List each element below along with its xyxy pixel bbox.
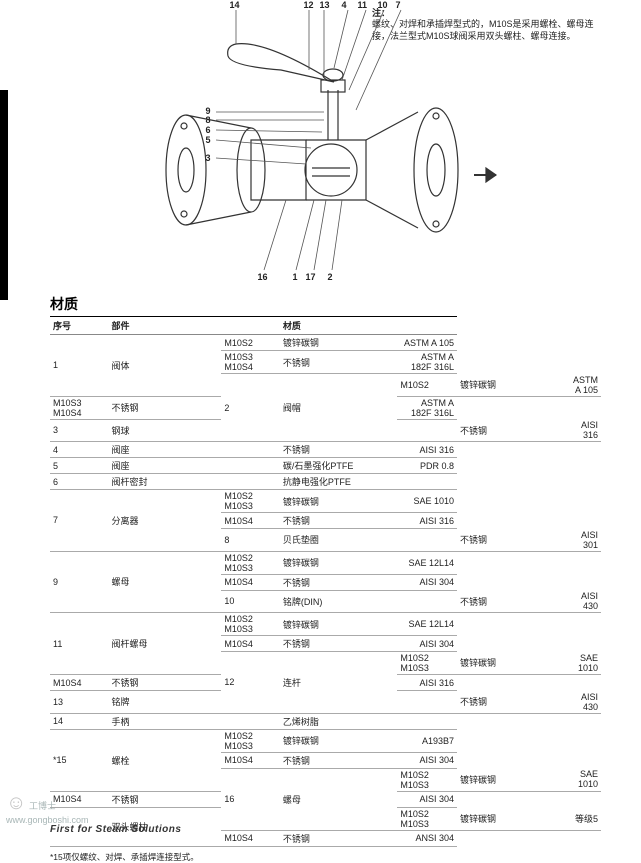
materials-table: 序号 部件 材质 1阀体M10S2镀锌碳钢ASTM A 105M10S3M10S… bbox=[50, 316, 601, 847]
valve-diagram: 14 12 13 4 11 10 7 9 8 6 5 3 16 1 17 2 bbox=[66, 0, 586, 290]
callout-3: 3 bbox=[206, 153, 211, 163]
callout-10: 10 bbox=[378, 0, 388, 10]
th-spec bbox=[397, 317, 457, 335]
callout-5: 5 bbox=[206, 135, 211, 145]
footnote: *15项仅螺纹、对焊、承插焊连接型式。 bbox=[50, 851, 601, 863]
th-seq: 序号 bbox=[50, 317, 108, 335]
table-row: *15螺栓M10S2M10S3镀锌碳钢A193B7 bbox=[50, 729, 601, 752]
table-row: 14手柄乙烯树脂 bbox=[50, 713, 601, 729]
callout-17: 17 bbox=[306, 272, 316, 282]
callout-13: 13 bbox=[320, 0, 330, 10]
watermark: ☺ 工博士 www.gongboshi.com bbox=[6, 792, 89, 825]
callout-16: 16 bbox=[258, 272, 268, 282]
table-row: 4阀座不锈钢AISI 316 bbox=[50, 442, 601, 458]
callout-4: 4 bbox=[342, 0, 347, 10]
th-part: 部件 bbox=[108, 317, 221, 335]
callout-6: 6 bbox=[206, 125, 211, 135]
table-row: 7分离器M10S2M10S3镀锌碳钢SAE 1010 bbox=[50, 490, 601, 513]
callout-8: 8 bbox=[206, 115, 211, 125]
table-row: 6阀杆密封抗静电强化PTFE bbox=[50, 474, 601, 490]
callout-1: 1 bbox=[293, 272, 298, 282]
callout-2: 2 bbox=[328, 272, 333, 282]
table-header-row: 序号 部件 材质 bbox=[50, 317, 601, 335]
callout-11: 11 bbox=[358, 0, 368, 10]
th-model bbox=[221, 317, 279, 335]
table-row: 5阀座碳/石墨强化PTFEPDR 0.8 bbox=[50, 458, 601, 474]
table-row: 1阀体M10S2镀锌碳钢ASTM A 105 bbox=[50, 335, 601, 351]
table-row: 9螺母M10S2M10S3镀锌碳钢SAE 12L14 bbox=[50, 551, 601, 574]
table-row: 11阀杆螺母M10S2M10S3镀锌碳钢SAE 12L14 bbox=[50, 613, 601, 636]
watermark-brand: 工博士 bbox=[29, 801, 56, 811]
th-mat: 材质 bbox=[280, 317, 397, 335]
footer: First for Steam Solutions bbox=[50, 819, 597, 837]
callout-7: 7 bbox=[396, 0, 401, 10]
section-title: 材质 bbox=[50, 294, 601, 314]
callout-14: 14 bbox=[230, 0, 240, 10]
callout-12: 12 bbox=[304, 0, 314, 10]
side-tab bbox=[0, 90, 8, 300]
footer-text: First for Steam Solutions bbox=[50, 824, 181, 835]
watermark-logo-icon: ☺ bbox=[6, 792, 26, 814]
watermark-domain: www.gongboshi.com bbox=[6, 815, 89, 825]
